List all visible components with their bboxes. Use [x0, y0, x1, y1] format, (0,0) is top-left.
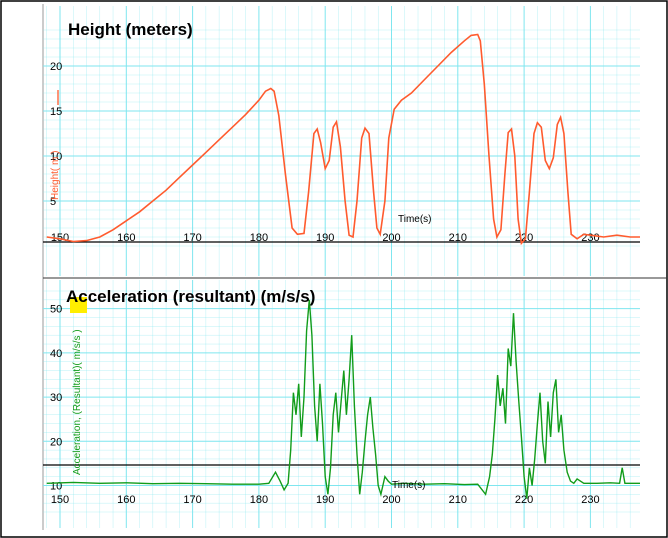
x-tick-label: 160 [117, 494, 135, 506]
x-tick-label: 190 [316, 232, 334, 244]
y-tick-label: 30 [50, 392, 62, 404]
y-tick-label: 40 [50, 348, 62, 360]
y-tick-label: 20 [50, 436, 62, 448]
acceleration-x-axis-label: Time(s) [392, 480, 426, 491]
y-tick-label: 5 [50, 196, 56, 208]
x-tick-label: 220 [515, 494, 533, 506]
acceleration-grid [43, 280, 640, 528]
y-tick-label: 20 [50, 61, 62, 73]
x-tick-label: 200 [382, 494, 400, 506]
x-tick-label: 230 [581, 494, 599, 506]
acceleration-chart-title: Acceleration (resultant) (m/s/s) [66, 287, 315, 306]
x-tick-label: 180 [250, 494, 268, 506]
x-tick-label: 170 [183, 232, 201, 244]
acceleration-y-axis-label: Acceleration, (Resultant)( m/s/s ) [72, 329, 83, 475]
x-tick-label: 220 [515, 232, 533, 244]
x-tick-label: 210 [449, 232, 467, 244]
x-tick-label: 200 [382, 232, 400, 244]
height-chart-title: Height (meters) [68, 20, 193, 39]
x-tick-label: 180 [250, 232, 268, 244]
x-tick-label: 190 [316, 494, 334, 506]
y-tick-label: 15 [50, 106, 62, 118]
height-y-axis-label: Height( m ) [50, 151, 61, 200]
y-tick-label: 50 [50, 304, 62, 316]
height-series-line[interactable] [46, 33, 640, 246]
x-tick-label: 150 [51, 494, 69, 506]
x-tick-label: 170 [183, 494, 201, 506]
y-tick-label: 10 [50, 151, 62, 163]
height-x-axis-label: Time(s) [398, 214, 432, 225]
cursor-marker[interactable] [70, 297, 87, 313]
x-tick-label: 160 [117, 232, 135, 244]
acceleration-series-line[interactable] [46, 299, 640, 499]
x-tick-label: 210 [449, 494, 467, 506]
